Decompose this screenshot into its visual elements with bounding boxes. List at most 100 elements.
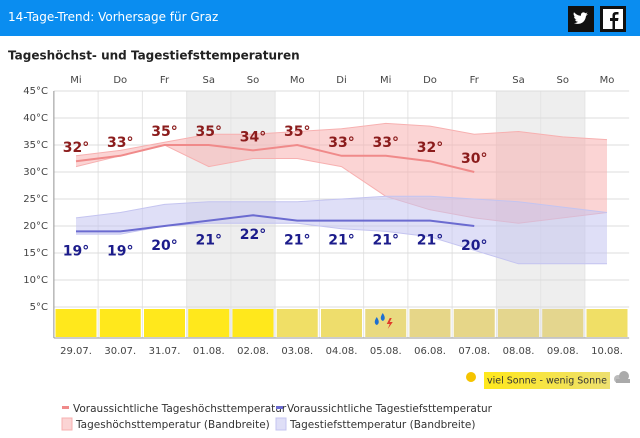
legend-swatch <box>62 406 69 409</box>
rain-icon <box>374 313 385 325</box>
sun-box <box>55 309 97 337</box>
y-tick-label: 15°C <box>23 248 48 259</box>
x-tick-label: 07.08. <box>458 346 490 357</box>
weekday-label: Di <box>336 75 346 86</box>
y-tick-label: 25°C <box>23 194 48 205</box>
sun-box <box>99 309 141 337</box>
x-tick-label: 01.08. <box>193 346 225 357</box>
weekday-label: Mi <box>70 75 81 86</box>
line-layer <box>75 143 475 233</box>
facebook-icon <box>603 9 623 29</box>
x-tick-label: 31.07. <box>149 346 181 357</box>
data-label: 35° <box>196 124 222 140</box>
y-tick-label: 40°C <box>23 113 48 124</box>
x-tick-label: 02.08. <box>237 346 269 357</box>
twitter-button[interactable] <box>568 6 594 32</box>
weekday-label: Mi <box>380 75 391 86</box>
x-tick-label: 06.08. <box>414 346 446 357</box>
sun-box <box>321 309 362 337</box>
data-label: 19° <box>63 243 89 259</box>
data-label: 33° <box>328 135 354 151</box>
data-label: 20° <box>151 238 177 254</box>
sun-box <box>542 309 584 337</box>
data-label: 20° <box>461 238 487 254</box>
header: 14-Tage-Trend: Vorhersage für Graz <box>0 0 640 36</box>
header-title: 14-Tage-Trend: Vorhersage für Graz <box>8 10 219 24</box>
facebook-button[interactable] <box>600 6 626 32</box>
x-tick-label: 30.07. <box>104 346 136 357</box>
weekday-label: Fr <box>470 75 480 86</box>
legend-label: Voraussichtliche Tageshöchsttemperatur <box>73 403 287 415</box>
sun-box <box>586 309 628 337</box>
legend-label: Tagestiefsttemperatur (Bandbreite) <box>289 419 475 431</box>
data-label: 34° <box>240 129 266 145</box>
sun-box <box>232 309 274 337</box>
data-label: 35° <box>151 124 177 140</box>
legend-label: Tageshöchsttemperatur (Bandbreite) <box>75 419 270 431</box>
data-label: 22° <box>240 227 266 243</box>
sun-box <box>498 309 539 337</box>
label-layer: Mi 29.07. Do 30.07. Fr 31.07. Sa 01.08. So 02.08.… <box>23 75 623 357</box>
band-layer <box>75 122 608 265</box>
sun-box <box>276 309 318 337</box>
weekday-label: Mo <box>600 75 615 86</box>
sun-box <box>409 309 451 337</box>
data-label: 19° <box>107 243 133 259</box>
legend-swatch <box>276 406 283 409</box>
legend-label: Voraussichtliche Tagestiefsttemperatur <box>287 403 493 415</box>
legend-swatch <box>61 417 73 431</box>
band-area <box>76 196 607 264</box>
x-tick-label: 03.08. <box>281 346 313 357</box>
sun-scale-bar <box>484 372 610 389</box>
band-area <box>76 123 607 224</box>
sun-box <box>453 309 495 337</box>
legend-swatch <box>275 417 287 431</box>
data-label: 21° <box>284 233 310 249</box>
y-tick-label: 35°C <box>23 140 48 151</box>
chart-title: Tageshöchst- und Tagestiefsttemperaturen <box>8 49 300 63</box>
y-tick-label: 45°C <box>23 86 48 97</box>
x-tick-label: 05.08. <box>370 346 402 357</box>
y-tick-label: 30°C <box>23 167 48 178</box>
y-tick-label: 5°C <box>30 302 48 313</box>
band-edge <box>75 195 608 219</box>
sun-box <box>144 309 185 337</box>
data-label: 32° <box>63 140 89 156</box>
x-tick-label: 29.07. <box>60 346 92 357</box>
x-tick-label: 10.08. <box>591 346 623 357</box>
sun-icon <box>466 372 476 382</box>
sun-box <box>188 309 230 337</box>
cloud-icon <box>614 371 630 383</box>
data-label: 21° <box>373 233 399 249</box>
data-label: 32° <box>417 140 443 156</box>
sun-box <box>365 309 407 337</box>
data-label: 33° <box>107 135 133 151</box>
weekday-label: Mo <box>290 75 305 86</box>
weekday-label: So <box>247 75 259 86</box>
weekday-label: Fr <box>160 75 170 86</box>
x-tick-label: 09.08. <box>547 346 579 357</box>
twitter-icon <box>573 12 588 24</box>
band-edge <box>75 122 608 157</box>
y-tick-label: 20°C <box>23 221 48 232</box>
sun-scale-label: viel Sonne - wenig Sonne <box>487 376 607 387</box>
weekday-label: Do <box>423 75 437 86</box>
data-label: 21° <box>328 233 354 249</box>
data-label: 30° <box>461 151 487 167</box>
data-label: 35° <box>284 124 310 140</box>
weekday-label: So <box>557 75 569 86</box>
x-tick-label: 08.08. <box>503 346 535 357</box>
data-label: 21° <box>196 233 222 249</box>
data-label: 21° <box>417 233 443 249</box>
series-line <box>76 214 475 233</box>
series-line <box>75 143 475 173</box>
x-tick-label: 04.08. <box>326 346 358 357</box>
y-tick-label: 10°C <box>23 275 48 286</box>
thunder-icon <box>386 318 393 329</box>
data-label: 33° <box>373 135 399 151</box>
weekday-label: Sa <box>512 75 524 86</box>
legend: viel Sonne - wenig Sonne Voraussichtlich… <box>61 371 630 431</box>
weekday-label: Do <box>113 75 127 86</box>
weekday-label: Sa <box>203 75 215 86</box>
